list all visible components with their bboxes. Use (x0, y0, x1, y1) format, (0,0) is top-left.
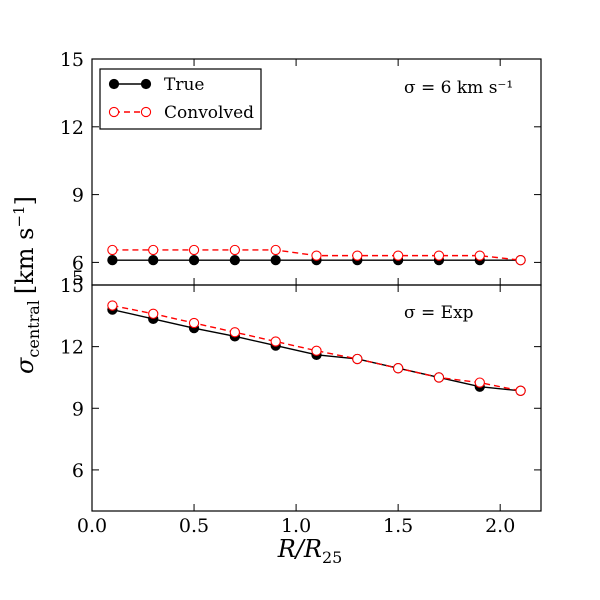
top-convolved-point (107, 244, 118, 256)
bottom-convolved-point (229, 327, 241, 338)
y-axis-label-units-sup: −1 (10, 205, 28, 227)
top-ytick-label: 12 (60, 117, 84, 139)
bottom-annotation: σ = Exp (404, 303, 474, 323)
bottom-convolved-point (188, 317, 200, 329)
top-panel: 6 9 12 15 5 σ = 6 km s⁻¹ True Convolved (60, 49, 542, 289)
top-true-point (270, 254, 281, 266)
x-tick-label: 0.5 (179, 515, 209, 537)
top-convolved-point (188, 244, 200, 256)
top-convolved-point (433, 250, 445, 261)
top-ytick-label-min: 5 (72, 267, 84, 289)
bottom-ytick-label: 12 (60, 337, 84, 359)
x-axis-label-main: R/R (277, 535, 322, 563)
bottom-convolved-point (270, 336, 281, 347)
top-convolved-point (474, 250, 485, 261)
legend: True Convolved (99, 68, 262, 130)
x-axis-label-sub: 25 (322, 548, 342, 567)
legend-convolved-label: Convolved (164, 103, 254, 123)
legend-convolved-point (108, 106, 120, 118)
bottom-convolved-point (148, 308, 159, 319)
bottom-ytick-label: 6 (72, 460, 84, 482)
x-axis-label: R/R25 (277, 535, 343, 567)
y-axis-label-units-close: ] (11, 196, 39, 205)
bottom-convolved-point (515, 385, 526, 396)
bottom-convolved-point (474, 377, 485, 388)
top-ytick-label: 9 (72, 185, 84, 207)
legend-true-point (108, 78, 120, 90)
top-convolved-point (229, 244, 241, 256)
top-convolved-point (311, 250, 322, 261)
legend-box (99, 68, 262, 130)
y-axis-label: σcentral [km s−1] (10, 196, 43, 374)
bottom-ytick-label: 9 (72, 398, 84, 420)
legend-convolved-marker (108, 106, 152, 118)
y-axis-label-units: [km s (11, 228, 39, 295)
x-tick-label: 2.0 (485, 515, 515, 537)
top-true-point (229, 254, 241, 266)
bottom-ytick-label: 15 (60, 275, 84, 297)
top-convolved-point (392, 250, 404, 261)
legend-true-label: True (164, 75, 204, 95)
x-tick-label: 1.5 (383, 515, 413, 537)
y-axis-label-main: σ (11, 357, 39, 374)
bottom-convolved-point (392, 363, 404, 374)
top-true-point (148, 254, 159, 266)
bottom-convolved-point (311, 345, 322, 356)
bottom-convolved-point (433, 372, 445, 383)
top-series (107, 244, 526, 266)
top-ytick-label: 15 (60, 49, 84, 71)
top-convolved-point (515, 254, 526, 266)
x-tick-label: 1.0 (281, 515, 311, 537)
x-axis: 0.0 0.5 1.0 1.5 2.0 (77, 515, 515, 537)
top-true-point (188, 254, 200, 266)
legend-convolved-point (140, 106, 152, 118)
top-ytick-label: 6 (72, 252, 84, 274)
bottom-convolved-point (107, 300, 118, 311)
top-true-point (107, 254, 118, 266)
top-ticks: 6 9 12 15 5 (60, 49, 541, 289)
top-convolved-point (352, 250, 363, 261)
bottom-series (107, 300, 526, 396)
legend-true-marker (108, 78, 152, 90)
bottom-panel-frame (91, 284, 542, 512)
top-convolved-point (148, 244, 159, 256)
bottom-panel: 6 9 12 15 σ = Exp (60, 275, 542, 512)
y-axis-label-sub: central (24, 300, 43, 357)
top-annotation: σ = 6 km s⁻¹ (404, 78, 513, 98)
bottom-convolved-point (352, 353, 363, 365)
bottom-ticks: 6 9 12 15 (60, 275, 541, 511)
legend-true-point (140, 78, 152, 90)
top-convolved-point (270, 244, 281, 256)
x-tick-label: 0.0 (77, 515, 107, 537)
